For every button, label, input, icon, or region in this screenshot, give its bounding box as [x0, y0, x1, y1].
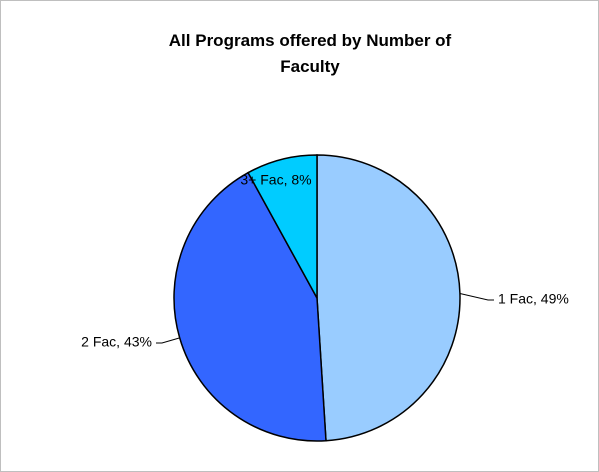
pie-slice [316, 154, 461, 442]
pie-slice [247, 154, 318, 299]
data-label: 3+ Fac, 8% [240, 172, 311, 188]
leader-line [459, 293, 494, 301]
pie-slice [173, 171, 327, 442]
chart-title: All Programs offered by Number of Facult… [168, 31, 452, 76]
leader-line [156, 337, 180, 344]
data-label: 1 Fac, 49% [498, 291, 569, 307]
data-label: 2 Fac, 43% [81, 334, 152, 350]
